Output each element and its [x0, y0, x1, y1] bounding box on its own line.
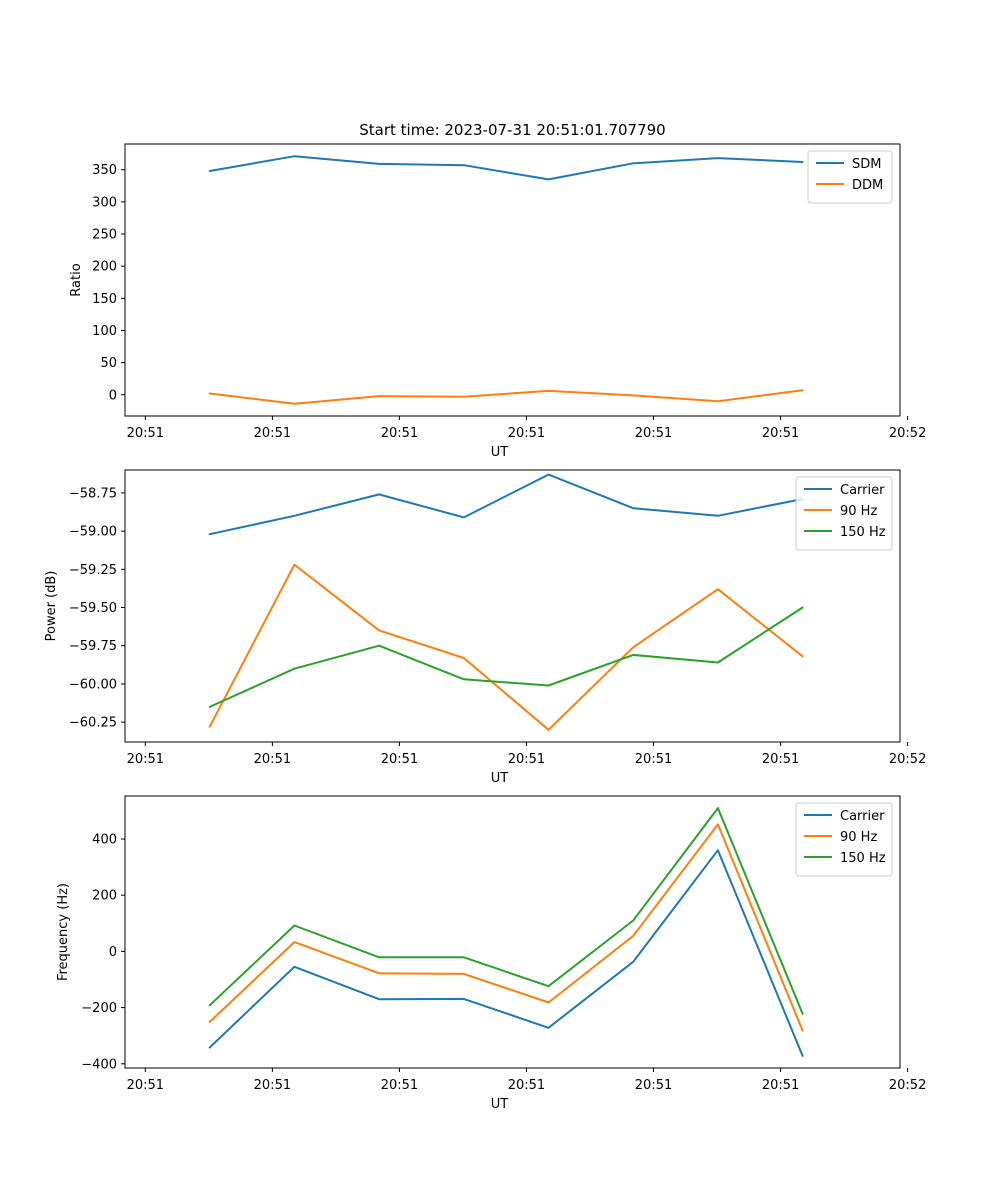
x-tick-label: 20:51 [508, 426, 545, 441]
y-tick-label: 200 [92, 889, 117, 904]
legend-label: Carrier [840, 809, 885, 824]
x-tick-label: 20:51 [381, 1078, 418, 1093]
y-axis-label: Frequency (Hz) [56, 883, 71, 981]
axes-frame [124, 795, 901, 1069]
x-tick-label: 20:52 [889, 752, 926, 767]
series-line-carrier [208, 849, 804, 1057]
series-line-ddm [208, 389, 804, 405]
y-tick-label: 350 [92, 163, 117, 178]
axes-frame [124, 143, 901, 417]
x-tick-label: 20:51 [254, 1078, 291, 1093]
series-line-90-hz [208, 823, 804, 1032]
chart-1: Start time: 2023-07-31 20:51:01.707790 20… [69, 121, 926, 460]
x-axis-label: UT [491, 771, 509, 786]
y-tick-label: 0 [109, 388, 117, 403]
x-tick-label: 20:51 [508, 752, 545, 767]
x-tick-label: 20:51 [254, 426, 291, 441]
legend-label: Carrier [840, 483, 885, 498]
x-tick-label: 20:51 [381, 752, 418, 767]
y-tick-label: 200 [92, 260, 117, 275]
x-tick-label: 20:51 [762, 1078, 799, 1093]
x-tick-label: 20:51 [762, 752, 799, 767]
y-tick-label: 100 [92, 324, 117, 339]
y-tick-label: −58.75 [69, 486, 117, 501]
y-tick-label: 50 [100, 356, 117, 371]
legend-label: SDM [852, 157, 881, 172]
x-axis-label: UT [491, 445, 509, 460]
y-tick-label: −59.50 [69, 601, 117, 616]
series-line-150-hz [208, 606, 804, 708]
legend-label: DDM [852, 178, 883, 193]
legend: SDM DDM [807, 150, 893, 204]
y-tick-label: −59.75 [69, 639, 117, 654]
y-tick-label: 250 [92, 228, 117, 243]
x-tick-label: 20:51 [127, 1078, 164, 1093]
x-tick-label: 20:51 [127, 426, 164, 441]
legend: Carrier 90 Hz 150 Hz [795, 802, 893, 877]
legend: Carrier 90 Hz 150 Hz [795, 476, 893, 551]
legend-label: 90 Hz [840, 504, 877, 519]
y-tick-label: −60.25 [69, 716, 117, 731]
x-tick-label: 20:51 [762, 426, 799, 441]
x-tick-label: 20:51 [254, 752, 291, 767]
x-tick-label: 20:52 [889, 1078, 926, 1093]
legend-label: 150 Hz [840, 851, 886, 866]
y-tick-label: −59.25 [69, 563, 117, 578]
x-tick-label: 20:51 [127, 752, 164, 767]
x-tick-label: 20:51 [635, 752, 672, 767]
y-tick-label: −60.00 [69, 677, 117, 692]
y-tick-label: 150 [92, 292, 117, 307]
chart-title: Start time: 2023-07-31 20:51:01.707790 [359, 121, 665, 139]
y-tick-label: 400 [92, 832, 117, 847]
x-tick-label: 20:51 [508, 1078, 545, 1093]
y-tick-label: 0 [109, 945, 117, 960]
legend-label: 90 Hz [840, 830, 877, 845]
series-line-sdm [208, 155, 804, 181]
chart-2: 20:51 20:51 20:51 20:51 20:51 20:51 20:52 −60.2… [44, 469, 926, 786]
y-tick-label: −200 [81, 1001, 117, 1016]
legend-label: 150 Hz [840, 525, 886, 540]
series-line-90-hz [208, 563, 804, 731]
series-line-carrier [208, 473, 804, 536]
chart-3: 20:51 20:51 20:51 20:51 20:51 20:51 20:52 −400 −… [56, 795, 926, 1112]
x-tick-label: 20:51 [635, 426, 672, 441]
y-axis-label: Power (dB) [44, 571, 59, 642]
x-axis-label: UT [491, 1097, 509, 1112]
series-line-150-hz [208, 807, 804, 1015]
y-tick-label: −400 [81, 1057, 117, 1072]
x-tick-label: 20:51 [635, 1078, 672, 1093]
x-tick-label: 20:51 [381, 426, 418, 441]
axes-frame [124, 469, 901, 743]
y-tick-label: 300 [92, 195, 117, 210]
y-tick-label: −59.00 [69, 525, 117, 540]
y-axis-label: Ratio [69, 263, 84, 296]
x-tick-label: 20:52 [889, 426, 926, 441]
